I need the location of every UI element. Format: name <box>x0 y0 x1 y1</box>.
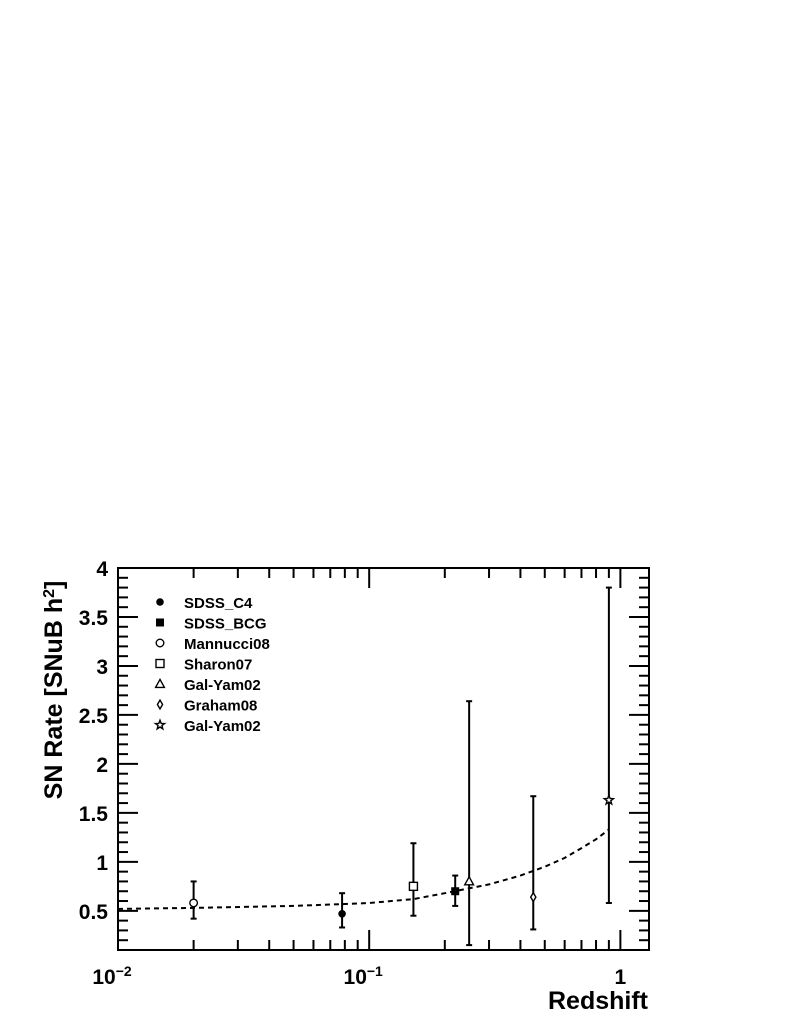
y-tick-labels: 0.5 1 1.5 2 2.5 3 3.5 4 <box>79 558 109 924</box>
legend-label: Gal-Yam02 <box>184 718 261 735</box>
x-tick-label-exponent: −2 <box>116 963 132 979</box>
legend-label: Graham08 <box>184 698 257 715</box>
data-point-group <box>408 842 419 917</box>
y-axis-title-sup: 2 <box>41 589 58 598</box>
y-tick-label: 1.5 <box>79 803 109 826</box>
data-point <box>451 887 460 896</box>
legend-label: Mannucci08 <box>184 636 270 653</box>
data-points <box>189 586 616 947</box>
data-point-group <box>529 795 537 931</box>
legend-marker <box>153 718 167 731</box>
y-tick-label: 3.5 <box>79 607 109 630</box>
data-point <box>529 891 537 903</box>
legend-label: Sharon07 <box>184 657 252 674</box>
legend-marker <box>155 658 165 669</box>
data-point <box>408 881 419 892</box>
data-point <box>463 875 475 886</box>
data-point-group <box>189 880 199 920</box>
data-point-group <box>338 892 346 929</box>
x-tick-label-base: 10 <box>344 966 367 989</box>
x-tick-label: 10−1 <box>344 963 384 989</box>
legend-label: SDSS_C4 <box>184 595 253 612</box>
x-tick-label-base: 10 <box>92 966 115 989</box>
y-axis-title: SN Rate [SNuB h2] <box>40 581 68 800</box>
y-axis-title-end: ] <box>40 581 68 589</box>
legend-marker <box>155 638 165 648</box>
legend-marker <box>156 618 164 627</box>
data-point-group <box>602 586 616 904</box>
x-tick-labels: 10−2 10−1 1 <box>92 963 626 989</box>
legend-marker <box>154 677 166 689</box>
legend-marker <box>156 598 164 606</box>
y-tick-label: 2.5 <box>79 705 109 728</box>
x-tick-label: 10−2 <box>92 963 132 989</box>
x-tick-label: 1 <box>615 966 627 989</box>
y-axis-title-main: SN Rate [SNuB h <box>40 598 68 799</box>
data-point-group <box>463 700 475 947</box>
data-point <box>338 909 346 918</box>
x-tick-label-base: 1 <box>615 966 627 989</box>
x-axis-title: Redshift <box>548 987 649 1015</box>
legend-label: SDSS_BCG <box>184 616 267 633</box>
axis-ticks <box>117 567 649 950</box>
y-tick-label: 1 <box>96 852 108 875</box>
y-tick-label: 0.5 <box>79 901 109 924</box>
legend-marker <box>156 698 164 711</box>
data-point <box>189 898 199 908</box>
legend-label: Gal-Yam02 <box>184 677 261 694</box>
x-tick-label-exponent: −1 <box>367 963 383 979</box>
y-tick-label: 3 <box>96 656 108 679</box>
legend: SDSS_C4 SDSS_BCG Mannucci08 Sharon07 Gal-Yam… <box>153 595 270 735</box>
plot-frame <box>117 567 650 951</box>
data-point <box>602 793 616 806</box>
y-tick-label: 4 <box>96 558 108 581</box>
y-tick-label: 2 <box>96 754 108 777</box>
data-point-group <box>451 874 460 907</box>
